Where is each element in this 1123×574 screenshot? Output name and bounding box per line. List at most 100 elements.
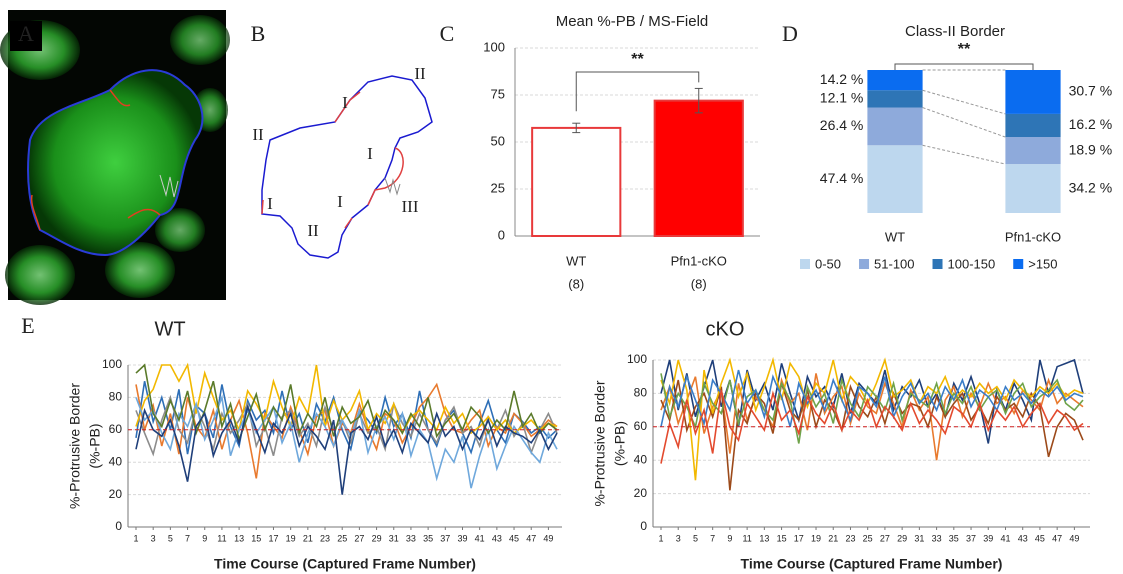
- panel-label: E: [21, 313, 34, 338]
- diagram-label: II: [307, 221, 319, 240]
- x-tick-label: 29: [897, 533, 907, 543]
- bar-segment: [1005, 70, 1061, 114]
- bar-segment: [1005, 113, 1061, 138]
- y-axis-label: (%-PB): [87, 423, 103, 468]
- x-tick-label: 33: [406, 533, 416, 543]
- error-bar: [694, 87, 703, 114]
- x-tick-label: 47: [1052, 533, 1062, 543]
- x-tick-label: 17: [794, 533, 804, 543]
- y-tick-label: 20: [634, 486, 648, 500]
- x-tick-label: 1: [658, 533, 663, 543]
- x-tick-label: 49: [543, 533, 553, 543]
- significance-label: **: [631, 51, 644, 68]
- legend-label: 0-50: [815, 256, 841, 271]
- x-tick-label: 9: [727, 533, 732, 543]
- significance-label: **: [958, 41, 971, 58]
- chart-title: Mean %-PB / MS-Field: [556, 13, 709, 30]
- y-tick-label: 40: [634, 452, 648, 466]
- x-tick-label: 45: [1035, 533, 1045, 543]
- series-line: [660, 369, 1084, 428]
- y-tick-label: 0: [498, 227, 505, 242]
- y-tick-label: 60: [109, 422, 123, 436]
- x-tick-label: 11: [217, 533, 226, 543]
- diagram-label: II: [414, 64, 426, 83]
- y-tick-label: 0: [115, 519, 122, 533]
- y-tick-label: 25: [491, 180, 505, 195]
- x-tick-label: 9: [202, 533, 207, 543]
- y-tick-label: 80: [109, 390, 123, 404]
- x-tick-label: 7: [710, 533, 715, 543]
- y-axis-label: %-Protrusive Border: [67, 383, 83, 509]
- legend-swatch: [1013, 259, 1024, 269]
- y-tick-label: 60: [634, 419, 648, 433]
- legend-label: 100-150: [948, 256, 996, 271]
- series-line: [135, 404, 558, 495]
- diagram-label: II: [252, 125, 264, 144]
- x-tick-label: 43: [1018, 533, 1028, 543]
- x-tick-label: 41: [475, 533, 485, 543]
- legend-swatch: [859, 259, 870, 269]
- y-tick-label: 100: [627, 352, 647, 366]
- panel-label: D: [782, 21, 798, 46]
- y-tick-label: 80: [634, 386, 648, 400]
- category-note: (8): [568, 276, 584, 291]
- bar-segment: [1005, 164, 1061, 213]
- legend-swatch: [800, 259, 810, 269]
- value-label: 26.4 %: [820, 117, 864, 133]
- x-tick-label: 7: [185, 533, 190, 543]
- y-axis-label: (%-PB): [612, 421, 628, 466]
- series-line: [660, 356, 1084, 481]
- y-tick-label: 50: [491, 133, 505, 148]
- bar-segment: [1005, 137, 1061, 165]
- x-tick-label: 17: [268, 533, 278, 543]
- x-tick-label: 27: [354, 533, 364, 543]
- y-tick-label: 100: [102, 357, 122, 371]
- x-tick-label: 13: [234, 533, 244, 543]
- connector: [922, 107, 1006, 138]
- x-tick-label: 37: [966, 533, 976, 543]
- diagram-label: I: [267, 194, 273, 213]
- x-tick-label: 39: [983, 533, 993, 543]
- diagram-label: I: [337, 192, 343, 211]
- x-tick-label: 23: [845, 533, 855, 543]
- x-tick-label: WT: [566, 253, 586, 268]
- panel-b-diagram: [261, 75, 433, 259]
- panel-a-image: [0, 10, 230, 305]
- x-tick-label: 13: [759, 533, 769, 543]
- x-tick-label: Pfn1-cKO: [671, 253, 727, 268]
- chart-title: cKO: [706, 318, 745, 340]
- x-tick-label: 49: [1069, 533, 1079, 543]
- x-tick-label: 33: [932, 533, 942, 543]
- series-line: [660, 379, 1084, 491]
- x-tick-label: 11: [742, 533, 751, 543]
- y-tick-label: 40: [109, 454, 123, 468]
- panel-label: A: [18, 21, 34, 46]
- panel-label: C: [440, 21, 455, 46]
- x-tick-label: 37: [440, 533, 450, 543]
- bar-segment: [867, 70, 923, 91]
- x-tick-label: 5: [168, 533, 173, 543]
- series-line: [135, 394, 558, 489]
- significance-bracket: [894, 63, 1034, 70]
- value-label: 34.2 %: [1069, 179, 1113, 195]
- x-tick-label: 47: [526, 533, 536, 543]
- bar: [653, 99, 744, 237]
- diagram-label: I: [342, 93, 348, 112]
- x-axis-label: Time Course (Captured Frame Number): [214, 556, 476, 572]
- y-tick-label: 0: [640, 519, 647, 533]
- x-tick-label: 19: [286, 533, 296, 543]
- x-tick-label: 25: [337, 533, 347, 543]
- x-tick-label: 23: [320, 533, 330, 543]
- connector: [922, 144, 1006, 165]
- error-bar: [572, 122, 581, 134]
- x-tick-label: 19: [811, 533, 821, 543]
- x-tick-label: 1: [133, 533, 138, 543]
- significance-bracket: [575, 71, 700, 112]
- bar-segment: [867, 107, 923, 146]
- legend-label: 51-100: [874, 256, 914, 271]
- x-tick-label: 43: [492, 533, 502, 543]
- legend-label: >150: [1028, 256, 1057, 271]
- y-tick-label: 20: [109, 487, 123, 501]
- x-tick-label: 29: [372, 533, 382, 543]
- series-line: [660, 389, 1084, 464]
